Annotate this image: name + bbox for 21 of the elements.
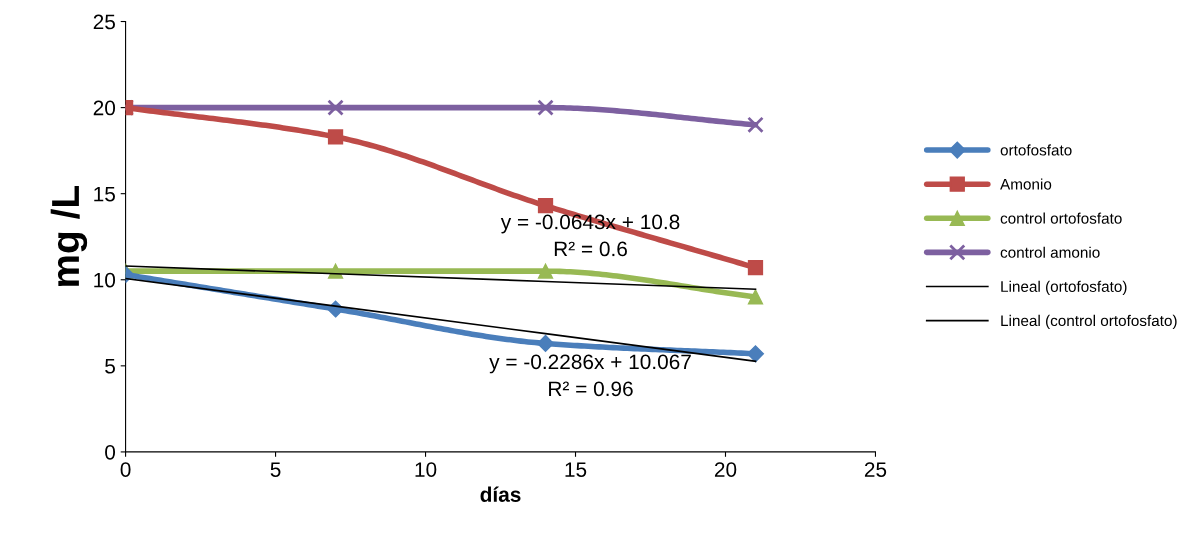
x-tick-label: 20 (714, 462, 737, 477)
x-tick-label: 25 (864, 462, 887, 477)
legend-label: Lineal (ortofosfato) (1001, 280, 1127, 295)
annotation: y = -0.2286x + 10.067 R² = 0.96 (489, 354, 691, 397)
x-tick-label: 10 (415, 462, 437, 477)
y-tick-label: 10 (94, 272, 116, 288)
legend-label: control amonio (1000, 246, 1100, 258)
x-axis-title: días (480, 486, 521, 502)
legend-label: control ortofosfato (1000, 212, 1122, 224)
y-tick-label: 5 (105, 359, 115, 374)
legend-label: Lineal (control ortofosfato) (1001, 314, 1177, 330)
legend-label: ortofosfato (1000, 144, 1072, 156)
x-tick-label: 15 (565, 462, 587, 477)
legend-label: Amonio (1000, 178, 1052, 190)
y-tick-label: 25 (93, 14, 115, 30)
y-tick-label: 15 (94, 186, 115, 202)
y-tick-label: 20 (93, 100, 116, 116)
y-axis-title: mg /L (50, 186, 88, 286)
x-tick-label: 0 (120, 462, 131, 477)
y-tick-label: 0 (105, 444, 116, 460)
x-tick-label: 5 (270, 462, 281, 477)
